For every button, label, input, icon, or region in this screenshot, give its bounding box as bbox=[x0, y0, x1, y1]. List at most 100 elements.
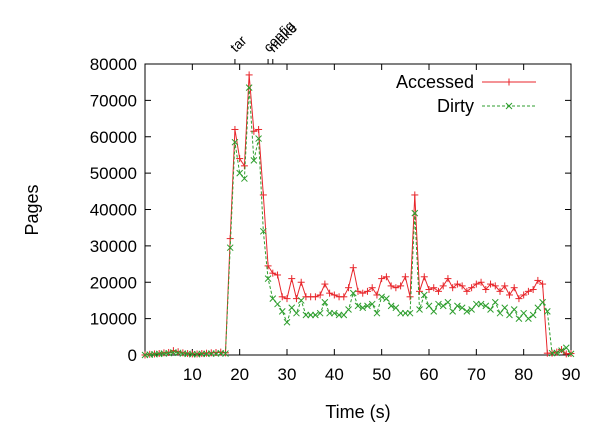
data-point-accessed bbox=[472, 280, 480, 288]
data-point-accessed bbox=[491, 282, 499, 290]
series-line-dirty bbox=[144, 87, 572, 356]
data-point-accessed bbox=[444, 275, 452, 283]
data-point-dirty bbox=[345, 306, 352, 313]
data-point-dirty bbox=[496, 309, 504, 317]
data-point-accessed bbox=[430, 284, 438, 292]
data-point-accessed bbox=[345, 284, 353, 292]
data-point-dirty bbox=[510, 306, 518, 313]
series-group bbox=[141, 71, 575, 359]
data-point-accessed bbox=[363, 287, 371, 295]
data-point-accessed bbox=[274, 271, 282, 279]
data-point-dirty bbox=[449, 307, 457, 315]
data-point-dirty bbox=[420, 291, 428, 299]
data-point-dirty bbox=[293, 309, 300, 317]
x-tick-label: 10 bbox=[183, 365, 202, 384]
y-tick-label: 40000 bbox=[90, 201, 137, 220]
data-point-accessed bbox=[411, 191, 419, 199]
data-point-accessed bbox=[245, 71, 253, 79]
data-point-dirty bbox=[255, 135, 262, 142]
data-point-dirty bbox=[454, 302, 461, 310]
data-point-dirty bbox=[278, 307, 286, 315]
y-tick-label: 80000 bbox=[90, 55, 137, 74]
data-point-dirty bbox=[425, 302, 433, 310]
x-tick-label: 30 bbox=[278, 365, 297, 384]
legend-label-accessed: Accessed bbox=[396, 72, 474, 92]
event-label: make bbox=[265, 19, 301, 55]
data-point-accessed bbox=[278, 293, 286, 301]
data-point-dirty bbox=[364, 302, 371, 310]
data-point-accessed bbox=[330, 291, 338, 299]
data-point-accessed bbox=[349, 264, 357, 272]
data-point-accessed bbox=[425, 286, 433, 294]
data-point-dirty bbox=[359, 304, 367, 312]
x-tick-label: 20 bbox=[230, 365, 249, 384]
data-point-accessed bbox=[250, 127, 258, 135]
data-point-accessed bbox=[401, 273, 409, 281]
data-point-accessed bbox=[326, 289, 334, 297]
data-point-accessed bbox=[553, 348, 561, 356]
data-point-dirty bbox=[458, 304, 466, 312]
data-point-accessed bbox=[311, 293, 319, 301]
y-tick-label: 60000 bbox=[90, 128, 137, 147]
data-point-accessed bbox=[378, 275, 386, 283]
data-point-accessed bbox=[368, 284, 376, 292]
data-point-dirty bbox=[515, 315, 523, 322]
data-point-dirty bbox=[368, 300, 376, 308]
data-point-dirty bbox=[383, 295, 390, 302]
data-point-dirty bbox=[477, 300, 485, 308]
data-point-dirty bbox=[288, 304, 296, 312]
data-point-dirty bbox=[543, 307, 551, 315]
y-tick-label: 10000 bbox=[90, 310, 137, 329]
y-axis-label: Pages bbox=[22, 184, 42, 235]
data-point-dirty bbox=[435, 300, 442, 308]
data-point-dirty bbox=[491, 298, 499, 306]
data-point-accessed bbox=[217, 348, 225, 356]
data-point-dirty bbox=[330, 309, 338, 317]
y-axis-ticks: 0 10000 20000 30000 40000 50000 60000 70000 8000… bbox=[90, 55, 571, 365]
data-point-dirty bbox=[373, 309, 381, 317]
data-point-accessed bbox=[321, 280, 329, 288]
data-point-accessed bbox=[416, 287, 424, 295]
data-point-dirty bbox=[439, 302, 447, 310]
data-point-dirty bbox=[321, 298, 329, 306]
data-point-dirty bbox=[562, 344, 570, 352]
data-point-accessed bbox=[259, 191, 267, 199]
data-point-dirty bbox=[472, 300, 480, 308]
data-point-accessed bbox=[524, 287, 532, 295]
data-point-dirty bbox=[525, 315, 532, 322]
data-point-accessed bbox=[458, 282, 466, 290]
data-point-dirty bbox=[250, 157, 258, 164]
data-point-dirty bbox=[506, 311, 513, 319]
data-point-dirty bbox=[307, 311, 315, 319]
data-point-dirty bbox=[236, 169, 244, 177]
data-point-accessed bbox=[434, 287, 442, 295]
data-point-dirty bbox=[397, 309, 404, 317]
data-point-accessed bbox=[420, 273, 428, 281]
data-point-dirty bbox=[245, 84, 253, 91]
data-point-accessed bbox=[231, 125, 239, 133]
data-point-dirty bbox=[416, 306, 423, 313]
y-tick-label: 70000 bbox=[90, 91, 137, 110]
data-point-accessed bbox=[255, 125, 263, 133]
data-point-accessed bbox=[520, 291, 528, 299]
data-point-accessed bbox=[515, 295, 523, 303]
data-point-dirty bbox=[411, 209, 419, 217]
data-point-accessed bbox=[510, 284, 518, 292]
data-point-accessed bbox=[240, 162, 248, 170]
data-point-dirty bbox=[241, 175, 248, 182]
data-point-accessed bbox=[453, 280, 461, 288]
data-point-dirty bbox=[335, 311, 343, 319]
event-label: tar bbox=[227, 32, 250, 55]
data-point-dirty bbox=[222, 350, 229, 357]
data-point-accessed bbox=[359, 289, 367, 297]
data-point-dirty bbox=[188, 350, 196, 358]
data-point-dirty bbox=[487, 306, 494, 313]
data-point-accessed bbox=[477, 278, 485, 286]
data-point-dirty bbox=[326, 309, 333, 317]
data-point-dirty bbox=[463, 307, 471, 315]
data-point-accessed bbox=[264, 262, 272, 270]
series-dirty bbox=[141, 84, 575, 359]
data-point-dirty bbox=[349, 289, 357, 297]
